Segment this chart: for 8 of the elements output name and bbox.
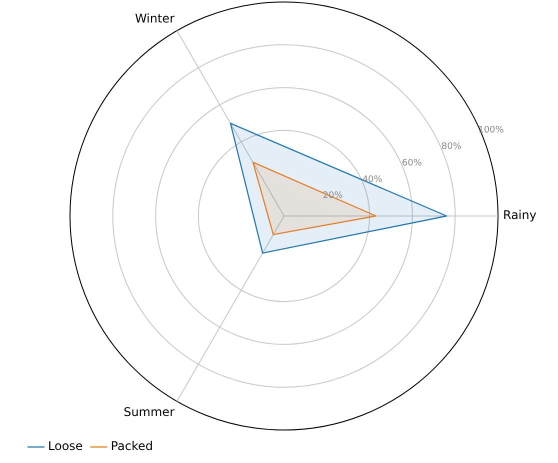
y-tick-label: 80%: [441, 142, 462, 152]
spoke-label: Rainy: [503, 208, 536, 222]
y-tick-label: 60%: [402, 158, 422, 168]
spoke-label: Summer: [124, 404, 175, 419]
y-tick-label: 40%: [362, 174, 383, 185]
legend-label: Loose: [48, 439, 83, 454]
spoke-label: Winter: [134, 11, 175, 26]
legend-label: Packed: [110, 439, 153, 454]
